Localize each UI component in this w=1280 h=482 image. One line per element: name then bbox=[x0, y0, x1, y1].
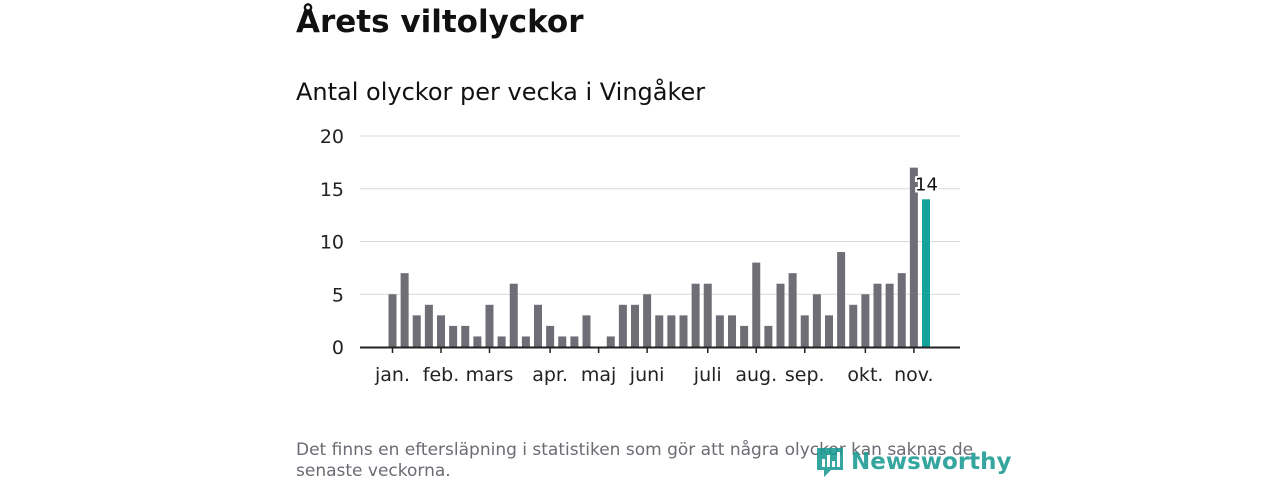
x-tick-label: feb. bbox=[423, 364, 459, 386]
bar bbox=[437, 315, 445, 347]
x-tick-label: juli bbox=[693, 364, 722, 386]
bar bbox=[534, 304, 542, 347]
bar bbox=[679, 315, 688, 347]
bar bbox=[861, 294, 870, 347]
x-tick-label: jan. bbox=[374, 364, 410, 386]
bar bbox=[618, 304, 627, 347]
bar bbox=[570, 336, 579, 347]
x-tick-label: okt. bbox=[847, 364, 883, 386]
bar bbox=[788, 273, 797, 347]
bar bbox=[497, 336, 506, 347]
newsworthy-logo-icon bbox=[817, 448, 843, 477]
bar bbox=[837, 252, 846, 347]
highlight-value-label: 14 bbox=[915, 174, 938, 195]
y-tick-label: 20 bbox=[320, 126, 344, 148]
bar bbox=[521, 336, 530, 347]
bar bbox=[449, 325, 458, 347]
bar bbox=[631, 304, 639, 347]
footnote: Det finns en eftersläpning i statistiken… bbox=[296, 440, 974, 481]
bar bbox=[509, 283, 518, 347]
bar bbox=[776, 283, 785, 347]
x-tick-label: maj bbox=[581, 364, 616, 386]
bar bbox=[667, 315, 676, 347]
y-tick-label: 5 bbox=[332, 284, 344, 306]
x-tick-label: juni bbox=[629, 364, 665, 386]
bar bbox=[800, 315, 809, 347]
bar bbox=[703, 283, 712, 347]
chart-title: Årets viltolyckor bbox=[296, 4, 584, 40]
bar bbox=[606, 336, 615, 347]
y-tick-label: 0 bbox=[332, 337, 344, 359]
bar bbox=[691, 283, 700, 347]
bar bbox=[412, 315, 421, 347]
y-tick-label: 15 bbox=[320, 179, 344, 201]
bar bbox=[473, 336, 482, 347]
bar bbox=[485, 304, 494, 347]
bar bbox=[909, 167, 918, 347]
chart-subtitle: Antal olyckor per vecka i Vingåker bbox=[296, 78, 706, 106]
x-tick-label: aug. bbox=[735, 364, 777, 386]
bar bbox=[582, 315, 591, 347]
bar bbox=[752, 262, 761, 347]
x-tick-label: sep. bbox=[785, 364, 825, 386]
y-tick-label: 10 bbox=[320, 232, 344, 254]
bar bbox=[873, 283, 882, 347]
x-tick-label: mars bbox=[466, 364, 514, 386]
x-tick-label: apr. bbox=[532, 364, 568, 386]
bar-highlight bbox=[922, 199, 930, 347]
bar bbox=[728, 315, 736, 347]
x-tick-label: nov. bbox=[894, 364, 933, 386]
bar bbox=[546, 325, 555, 347]
bar bbox=[400, 273, 409, 347]
bar bbox=[643, 294, 652, 347]
bar bbox=[424, 304, 433, 347]
bar bbox=[885, 283, 894, 347]
newsworthy-logo: Newsworthy bbox=[815, 446, 1012, 478]
bar bbox=[655, 315, 664, 347]
bar bbox=[825, 315, 833, 347]
bar bbox=[461, 325, 470, 347]
bar bbox=[897, 273, 906, 347]
bar bbox=[849, 304, 858, 347]
bar bbox=[388, 294, 397, 347]
bar bbox=[558, 336, 567, 347]
bar bbox=[740, 325, 749, 347]
bar bbox=[764, 325, 773, 347]
brand-name: Newsworthy bbox=[851, 449, 1012, 475]
bar bbox=[812, 294, 821, 347]
bar bbox=[715, 315, 724, 347]
